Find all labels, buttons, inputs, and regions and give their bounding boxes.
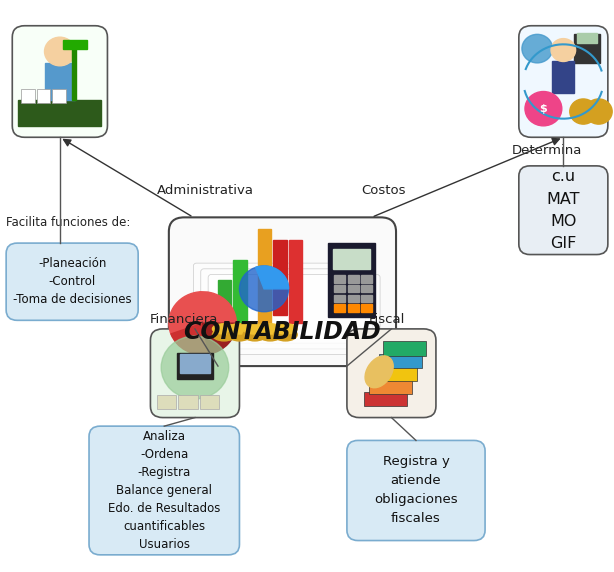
Bar: [273, 240, 287, 315]
Bar: [52, 89, 66, 103]
Bar: [45, 63, 76, 100]
Bar: [333, 249, 370, 269]
Text: Fiscal: Fiscal: [368, 313, 405, 326]
Bar: [328, 243, 375, 317]
FancyBboxPatch shape: [519, 166, 608, 255]
Bar: [348, 304, 359, 312]
FancyBboxPatch shape: [347, 329, 436, 418]
Text: Determina: Determina: [511, 144, 581, 157]
Ellipse shape: [228, 328, 251, 341]
FancyBboxPatch shape: [193, 263, 365, 343]
Ellipse shape: [212, 328, 236, 341]
Bar: [72, 46, 76, 100]
Ellipse shape: [228, 324, 251, 334]
Circle shape: [522, 34, 553, 63]
Text: -Planeación
-Control
-Toma de decisiones: -Planeación -Control -Toma de decisiones: [13, 257, 131, 306]
Bar: [363, 392, 406, 406]
Bar: [21, 89, 35, 103]
Ellipse shape: [274, 328, 297, 341]
FancyBboxPatch shape: [169, 217, 396, 366]
Bar: [577, 33, 597, 43]
Bar: [553, 61, 575, 93]
Bar: [178, 395, 198, 409]
Bar: [233, 260, 247, 323]
Circle shape: [161, 336, 228, 399]
Bar: [348, 275, 359, 283]
FancyBboxPatch shape: [347, 440, 485, 541]
Ellipse shape: [243, 328, 266, 341]
Bar: [18, 100, 101, 126]
Text: Administrativa: Administrativa: [157, 184, 254, 197]
Bar: [373, 367, 416, 381]
Text: Analiza
-Ordena
-Registra
Balance general
Edo. de Resultados
cuantificables
Usua: Analiza -Ordena -Registra Balance genera…: [108, 430, 220, 551]
FancyBboxPatch shape: [89, 426, 239, 555]
Bar: [218, 280, 231, 332]
Bar: [383, 341, 426, 356]
Bar: [334, 304, 345, 312]
Wedge shape: [169, 292, 236, 334]
Ellipse shape: [365, 356, 393, 388]
Bar: [368, 379, 411, 394]
Bar: [289, 240, 302, 323]
Circle shape: [570, 99, 597, 124]
Bar: [361, 304, 372, 312]
Circle shape: [585, 99, 612, 124]
Ellipse shape: [274, 324, 297, 334]
Bar: [334, 295, 345, 302]
Bar: [63, 40, 88, 49]
Circle shape: [551, 38, 576, 61]
Text: Facilita funciones de:: Facilita funciones de:: [6, 216, 131, 229]
Text: CONTABILIDAD: CONTABILIDAD: [184, 320, 381, 344]
Bar: [574, 34, 600, 63]
FancyBboxPatch shape: [12, 26, 107, 137]
Bar: [157, 395, 176, 409]
FancyBboxPatch shape: [150, 329, 239, 418]
FancyBboxPatch shape: [208, 275, 380, 355]
Text: Registra y
atiende
obligaciones
fiscales: Registra y atiende obligaciones fiscales: [374, 455, 458, 526]
Bar: [348, 295, 359, 302]
Bar: [348, 285, 359, 292]
Bar: [200, 395, 219, 409]
Circle shape: [45, 37, 76, 66]
Wedge shape: [203, 323, 236, 354]
Text: Financiera: Financiera: [150, 313, 219, 326]
Text: Costos: Costos: [362, 184, 406, 197]
Bar: [334, 275, 345, 283]
Circle shape: [239, 266, 289, 312]
Wedge shape: [171, 323, 209, 355]
Wedge shape: [255, 266, 289, 289]
Bar: [180, 354, 210, 373]
Ellipse shape: [243, 324, 266, 334]
Ellipse shape: [212, 324, 236, 334]
Bar: [203, 297, 216, 337]
Bar: [37, 89, 50, 103]
FancyBboxPatch shape: [519, 26, 608, 137]
FancyBboxPatch shape: [6, 243, 138, 320]
Text: c.u
MAT
MO
GIF: c.u MAT MO GIF: [546, 169, 580, 251]
Bar: [258, 229, 271, 326]
Text: $: $: [540, 104, 547, 114]
Bar: [177, 353, 214, 379]
Bar: [361, 295, 372, 302]
Bar: [378, 354, 421, 368]
Bar: [334, 285, 345, 292]
Bar: [361, 285, 372, 292]
Ellipse shape: [258, 328, 282, 341]
FancyBboxPatch shape: [201, 269, 373, 349]
Circle shape: [525, 92, 562, 126]
Bar: [361, 275, 372, 283]
Ellipse shape: [258, 324, 282, 334]
